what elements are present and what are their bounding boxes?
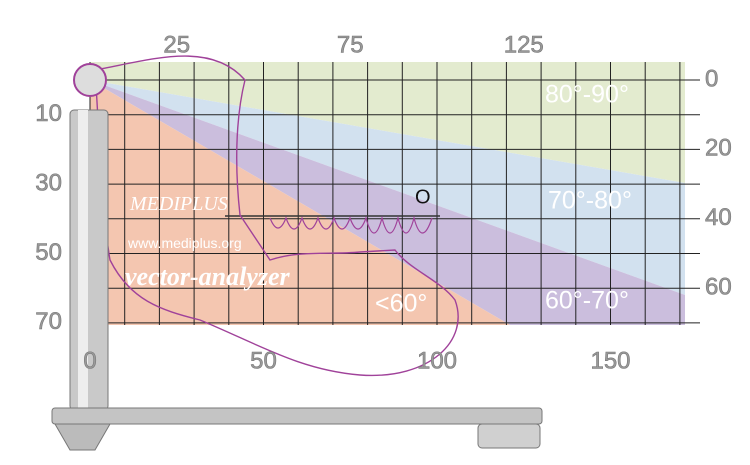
jaw-outline: [94, 55, 459, 377]
left-tick-label: 70: [35, 308, 62, 335]
instrument: [51, 63, 543, 451]
brand-name: MEDIPLUS: [129, 193, 228, 215]
brand-product: vector-analyzer: [125, 262, 291, 291]
pivot: [73, 63, 107, 97]
right-tick-label: 0: [705, 65, 718, 92]
zones: [90, 62, 685, 325]
teeth-outline: [269, 215, 433, 234]
bottom-tick-label: 150: [590, 347, 630, 374]
origin-label: O: [415, 186, 431, 208]
left-tick-label: 50: [35, 239, 62, 266]
right-tick-label: 40: [705, 204, 732, 231]
top-tick-label: 125: [504, 31, 544, 58]
zone-label: <60°: [375, 290, 427, 318]
tick-labels: 25 75 125 0 50 100 150 10 30 50 70 0 20 40 60: [35, 31, 732, 375]
zone-label: 80°-90°: [545, 81, 629, 109]
zone-green: [90, 62, 685, 183]
bottom-tick-label: 50: [250, 347, 277, 374]
post-highlight: [78, 110, 88, 410]
zone-label: 60°-70°: [545, 287, 629, 315]
foot: [54, 423, 111, 451]
base-bar: [51, 407, 543, 425]
zone-orange: [90, 80, 510, 325]
brand-url: www.mediplus.org: [127, 235, 242, 251]
bottom-tick-label: 0: [83, 347, 96, 374]
left-tick-label: 10: [35, 100, 62, 127]
right-tick-label: 60: [705, 274, 732, 301]
knob: [477, 423, 541, 449]
top-tick-label: 75: [337, 31, 364, 58]
right-tick-label: 20: [705, 135, 732, 162]
left-tick-label: 30: [35, 169, 62, 196]
zone-purple: [90, 80, 685, 325]
zone-label: 70°-80°: [548, 187, 632, 215]
top-tick-label: 25: [163, 31, 190, 58]
bottom-tick-label: 100: [417, 347, 457, 374]
